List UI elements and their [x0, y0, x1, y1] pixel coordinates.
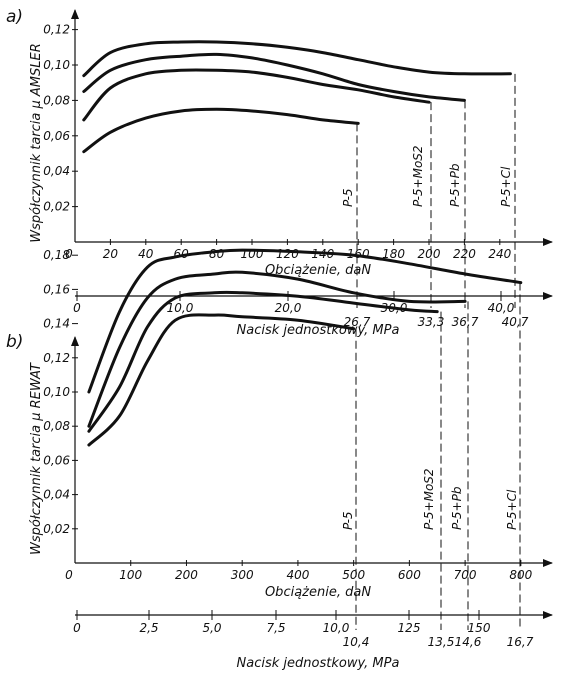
x2-ticks-a: 0 10,0 20,0 30,0 40,026,7 33,3 36,7 40,7 — [73, 291, 529, 329]
series-label: P-5 — [341, 511, 355, 530]
x2-mark-label: 13,5 — [428, 635, 455, 649]
y-label-a: Współczynnik tarcia μ AMSLER — [29, 43, 44, 243]
x2-tick-label: 7,5 — [266, 621, 285, 635]
y-tick-label: 0,10 — [43, 58, 70, 72]
series-line — [87, 248, 523, 394]
x2-tick-label: 2,5 — [139, 621, 158, 635]
y-tick-label: 0,08 — [43, 419, 70, 433]
y-tick-label: 0,18 — [43, 248, 70, 262]
y-tick-label: 0,04 — [43, 164, 70, 178]
y-tick-label: 0,08 — [43, 93, 70, 107]
y-label-b: Współczynnik tarcia μ REWAT — [29, 362, 44, 555]
y-tick-label: 0,04 — [43, 488, 70, 502]
x2-tick-label: 125 — [398, 621, 421, 635]
x2-mark-label: 33,3 — [418, 315, 445, 329]
series-label: P-5+Cl — [499, 166, 513, 207]
x-tick-label: 100 — [119, 568, 142, 582]
x2-tick-label: 0 — [73, 621, 81, 635]
y-tick-label: 0,02 — [43, 522, 70, 536]
x-tick-label: 200 — [175, 568, 198, 582]
x2-mark-label: 10,4 — [343, 635, 370, 649]
y-tick-label: 0,12 — [43, 23, 70, 37]
x2-mark-label: 40,7 — [502, 315, 529, 329]
x2-tick-label: 0 — [73, 301, 81, 315]
chart-b: b) 0,020,040,060,080,100,120,140,160,18 … — [6, 248, 553, 671]
x2-mark-label: 26,7 — [344, 315, 371, 329]
x-tick-label: 80 — [209, 247, 225, 261]
drop-lines-a — [356, 73, 516, 308]
series-line — [82, 52, 466, 102]
series-labels-b: P-5 P-5+MoS2 P-5+Pb P-5+Cl — [341, 468, 519, 530]
series-line — [82, 68, 431, 122]
x-tick-label: 220 — [453, 247, 476, 261]
series-line — [87, 270, 467, 428]
x-tick-label: 120 — [276, 247, 299, 261]
series-b — [87, 248, 523, 447]
y-tick-label: 0,06 — [43, 453, 70, 467]
x2-label-a: Nacisk jednostkowy, MPa — [237, 323, 400, 338]
series-labels-a: P-5 P-5+MoS2 P-5+Pb P-5+Cl — [341, 145, 513, 207]
x2-mark-label: 16,7 — [507, 635, 534, 649]
series-line — [87, 313, 356, 447]
x-tick-label: 600 — [398, 568, 421, 582]
y-tick-label: 0,02 — [43, 200, 70, 214]
x2-label-b: Nacisk jednostkowy, MPa — [237, 656, 400, 671]
x-tick-label: 400 — [286, 568, 309, 582]
y-tick-label: 0,06 — [43, 129, 70, 143]
y-tick-label: 0,12 — [43, 351, 70, 365]
x2-mark-label: 14,6 — [455, 635, 482, 649]
series-label: P-5 — [341, 188, 355, 207]
x-tick-label: 0 — [65, 568, 73, 582]
x2-mark-label: 36,7 — [452, 315, 479, 329]
y-ticks-b: 0,02 0,04 0,06 0,08 0,10 0,12 0,14 0,16 0,18 — [43, 248, 78, 536]
y-tick-label: 0,14 — [43, 317, 70, 331]
series-label: P-5+MoS2 — [422, 468, 436, 530]
x2-tick-label: 150 — [468, 621, 491, 635]
x-label-a: Obciążenie, daN — [265, 263, 371, 278]
series-label: P-5+Pb — [450, 486, 464, 530]
series-a — [82, 40, 512, 154]
y-tick-label: 0,10 — [43, 385, 70, 399]
series-line — [87, 290, 439, 433]
series-label: P-5+Cl — [505, 489, 519, 530]
x-tick-label: 300 — [231, 568, 254, 582]
x-tick-label: 500 — [342, 568, 365, 582]
x2-tick-label: 10,0 — [323, 621, 350, 635]
x2-tick-label: 5,0 — [202, 621, 221, 635]
x-tick-label: 20 — [103, 247, 119, 261]
series-line — [82, 40, 512, 78]
x-tick-label: 40 — [138, 247, 154, 261]
x-tick-label: 0 — [65, 247, 73, 261]
x-tick-label: 240 — [488, 247, 511, 261]
series-label: P-5+Pb — [448, 163, 462, 207]
x-label-b: Obciążenie, daN — [265, 585, 371, 600]
x-tick-label: 200 — [418, 247, 441, 261]
drop-lines-b — [355, 282, 521, 630]
x-tick-label: 180 — [382, 247, 405, 261]
x-tick-label: 700 — [454, 568, 477, 582]
x2-tick-label: 40,0 — [488, 301, 515, 315]
x-ticks-b: 0 100 200 300 400 500 600 700 800 — [65, 560, 533, 582]
x-tick-label: 800 — [509, 568, 532, 582]
chart-a: a) 0,020,040,060,080,100,12 0 20 40 60 80 100… — [6, 7, 553, 338]
series-label: P-5+MoS2 — [411, 145, 425, 207]
panel-b-label: b) — [6, 332, 23, 352]
y-ticks-a: 0,02 0,04 0,06 0,08 0,10 0,12 — [43, 23, 78, 214]
series-line — [82, 107, 360, 154]
x2-tick-label: 20,0 — [275, 301, 302, 315]
panel-a-label: a) — [6, 7, 23, 27]
x-ticks-a: 0 20 40 60 80 100 120 140 160 180 200 220 240 — [65, 239, 512, 261]
y-tick-label: 0,16 — [43, 282, 70, 296]
x2-ticks-b: 0 2,5 5,0 7,5 10,0 125 150 10,4 13,5 14,6 16,7 — [73, 610, 534, 649]
x2-tick-label: 10,0 — [167, 301, 194, 315]
